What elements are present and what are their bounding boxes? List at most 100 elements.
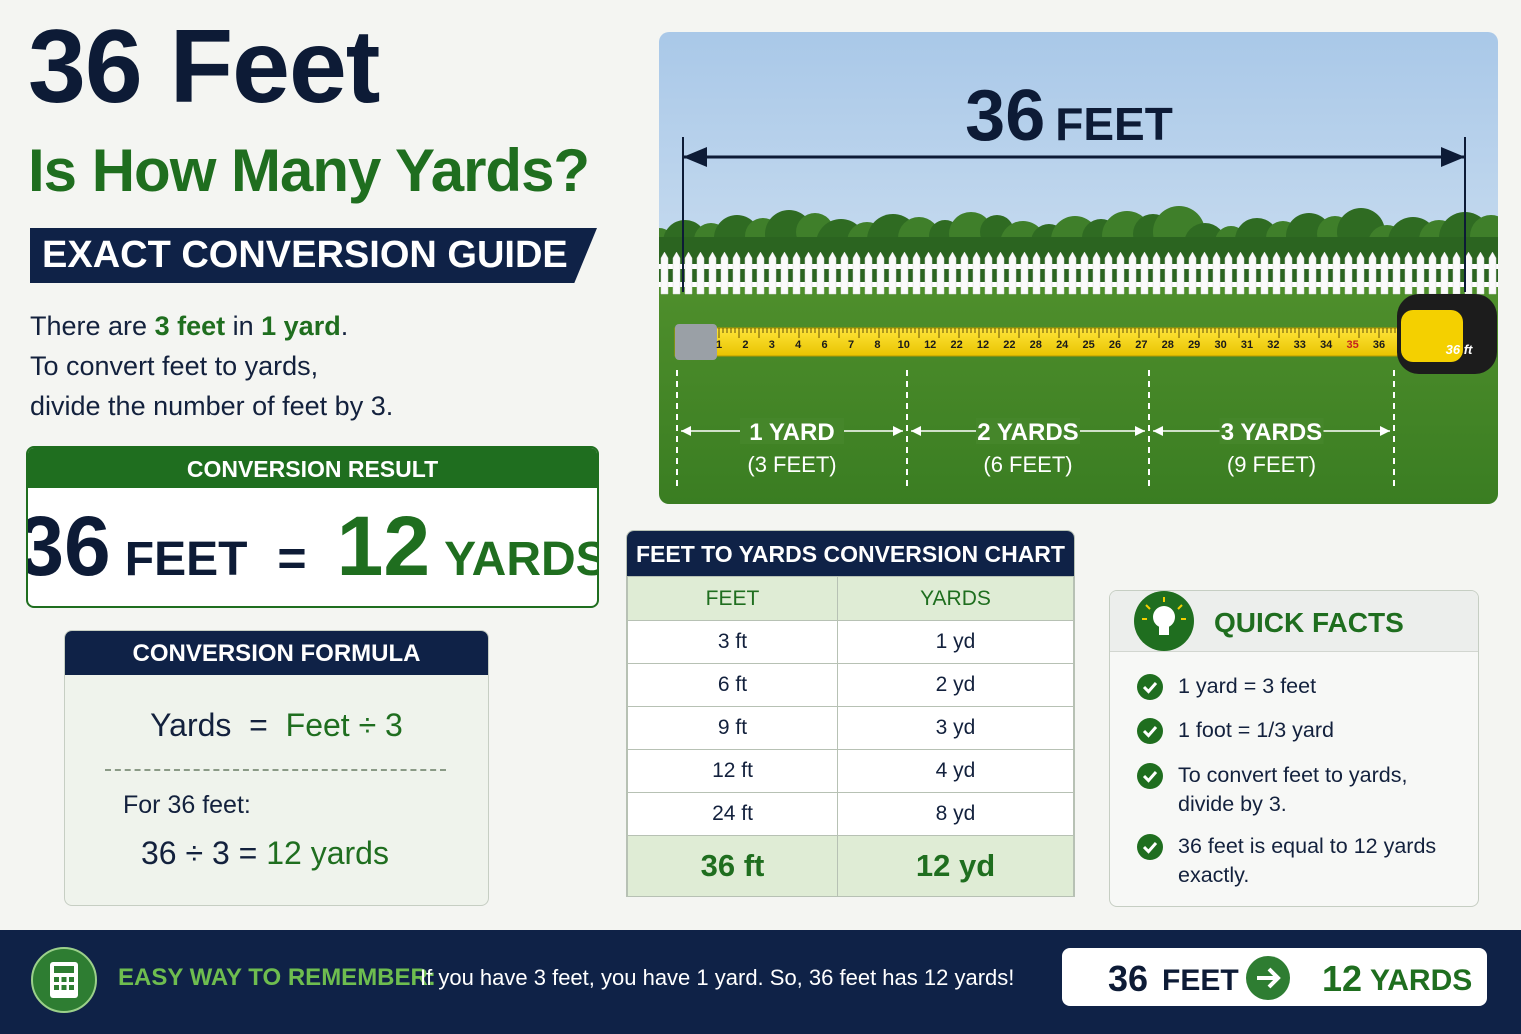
picket: [744, 251, 753, 295]
picket: [1200, 251, 1209, 295]
bulb: [1153, 606, 1175, 628]
footer-text: If you have 3 feet, you have 1 yard. So,…: [420, 965, 1015, 990]
tape-number: 22: [950, 339, 962, 351]
tape-number: 25: [1082, 339, 1094, 351]
segment-sub: (9 FEET): [1227, 452, 1316, 477]
picket: [684, 251, 693, 295]
picket: [948, 251, 957, 295]
table-row: 24 ft 8 yd: [627, 792, 1074, 836]
tape-number: 28: [1162, 339, 1174, 351]
result-box: CONVERSION RESULT 36 FEET = 12 YARDS: [26, 446, 599, 608]
tape-number: 34: [1320, 339, 1333, 351]
picket: [1272, 251, 1281, 295]
picket: [1056, 251, 1065, 295]
tape-number: 32: [1267, 339, 1279, 351]
tape-number: 30: [1214, 339, 1226, 351]
picket: [960, 251, 969, 295]
bulb-base: [1159, 626, 1169, 635]
label-bg: [1219, 418, 1324, 444]
arrow-head: [1135, 426, 1145, 436]
picket: [924, 251, 933, 295]
segment-label: 3 YARDS: [1221, 419, 1322, 446]
table-cell: 1 yd: [837, 620, 1074, 664]
column-header: FEET: [627, 576, 838, 621]
calculator-icon: [31, 947, 97, 1013]
picket: [1080, 251, 1089, 295]
intro-text: in: [225, 311, 262, 341]
table-row: 6 ft 2 yd: [627, 663, 1074, 707]
footer-label: EASY WAY TO REMEMBER:: [118, 964, 436, 991]
tape-case-face: [1401, 310, 1463, 362]
picket: [1356, 251, 1365, 295]
formula-equals: =: [249, 707, 268, 743]
picket: [864, 251, 873, 295]
picket: [816, 251, 825, 295]
fact: 1 foot = 1/3 yard: [1178, 718, 1334, 742]
table-cell: 8 yd: [837, 792, 1074, 836]
tape-number: 2: [742, 339, 748, 351]
arrow-head: [681, 426, 691, 436]
image-title-unit: FEET: [1055, 98, 1173, 150]
picket: [972, 251, 981, 295]
picket: [1488, 251, 1497, 295]
picket: [1368, 251, 1377, 295]
fact: 36 feet is equal to 12 yards exactly.: [1178, 834, 1437, 887]
example: 36 ÷ 3 = 12 yards: [141, 835, 389, 872]
picket: [1464, 251, 1473, 295]
picket: [996, 251, 1005, 295]
picket: [1116, 251, 1125, 295]
picket: [1380, 251, 1389, 295]
subtitle: Is How Many Yards?: [28, 137, 590, 204]
example-label: For 36 feet:: [123, 791, 251, 819]
picket: [756, 251, 765, 295]
picket: [1236, 251, 1245, 295]
picket: [1044, 251, 1053, 295]
picket: [1128, 251, 1137, 295]
illustration: 36 FEET 1 2 3 4 6 7 8 10 12 22 12 22 28 24 25 26 27 28 29 30…: [659, 32, 1498, 504]
intro-text: .: [340, 311, 349, 341]
picket: [1032, 251, 1041, 295]
fact: 1 yard = 3 feet: [1178, 674, 1317, 698]
label-bg: [740, 418, 844, 444]
formula-box: CONVERSION FORMULA Yards = Feet ÷ 3 For …: [64, 630, 489, 906]
picket: [1164, 251, 1173, 295]
picket: [912, 251, 921, 295]
picket: [708, 251, 717, 295]
picket: [1092, 251, 1101, 295]
tape-number: 10: [898, 339, 910, 351]
tape-number: 33: [1294, 339, 1306, 351]
picket: [1068, 251, 1077, 295]
tape-hook: [675, 324, 717, 360]
table-cell: 2 yd: [837, 663, 1074, 707]
segment-sub: (6 FEET): [983, 452, 1072, 477]
arrow-head: [893, 426, 903, 436]
picket: [1416, 251, 1425, 295]
picket: [1176, 251, 1185, 295]
formula-rhs: Feet ÷ 3: [285, 707, 403, 743]
table-cell: 4 yd: [837, 749, 1074, 793]
example-lhs: 36 ÷ 3 =: [141, 835, 258, 871]
picket: [1260, 251, 1269, 295]
badge-feet-number: 36: [1108, 958, 1149, 999]
label-bg: [976, 418, 1080, 444]
facts-title: QUICK FACTS: [1214, 607, 1404, 638]
picket: [888, 251, 897, 295]
tape-number: 3: [769, 339, 775, 351]
scene: 36 FEET 1 2 3 4 6 7 8 10 12 22 12 22 28 24 25 26 27 28 29 30…: [659, 32, 1498, 504]
fence-rail: [659, 282, 1498, 287]
tape-number: 12: [924, 339, 936, 351]
intro-text: divide the number of feet by 3.: [30, 391, 394, 421]
image-title-number: 36: [965, 76, 1045, 156]
tape-number: 26: [1109, 339, 1121, 351]
column-header: YARDS: [837, 576, 1074, 621]
conversion-table: FEET TO YARDS CONVERSION CHART FEET YARDS…: [626, 530, 1075, 897]
table-cell: 24 ft: [627, 792, 838, 836]
tape-number: 36: [1373, 339, 1385, 351]
fence-rail: [659, 264, 1498, 269]
picket: [1452, 251, 1461, 295]
picket: [1020, 251, 1029, 295]
tape-number: 22: [1003, 339, 1015, 351]
picket: [828, 251, 837, 295]
picket: [876, 251, 885, 295]
